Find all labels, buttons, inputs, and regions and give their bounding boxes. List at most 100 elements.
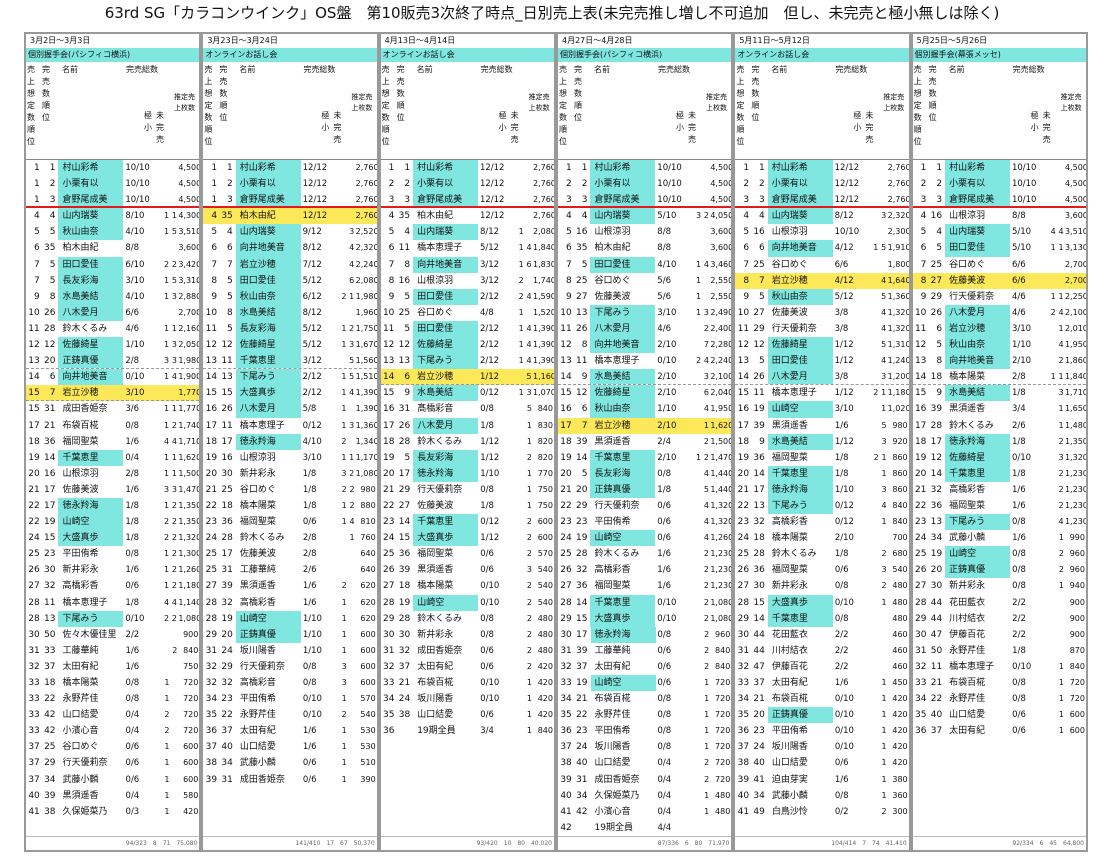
header-sold-total: 完売総数	[657, 65, 690, 74]
header-sales-rank: 売上想定数順位	[204, 65, 213, 146]
tiny-count	[517, 160, 525, 176]
member-name: 岩立沙穂	[590, 417, 656, 434]
estimated-sales: 2,760	[355, 195, 379, 205]
sellout-rank: 1	[404, 163, 411, 173]
sellout-rank: 13	[575, 307, 588, 318]
table-row: 34 21 布袋百椛 0/10 1 420	[735, 691, 908, 707]
sellout-rank: 11	[221, 420, 233, 431]
sales-rank: 42	[560, 822, 572, 833]
estimated-sales: 2,760	[532, 163, 556, 172]
unsold-count: 5	[526, 372, 532, 382]
sales-rank: 27	[560, 581, 572, 592]
unsold-count: 1	[703, 420, 709, 430]
tiny-count	[872, 482, 880, 498]
sales-rank: 1	[34, 179, 40, 190]
sellout-rank: 2	[404, 179, 411, 190]
estimated-sales: 1,320	[710, 517, 734, 527]
unsold-count	[348, 659, 356, 675]
sales-rank: 2	[743, 179, 750, 190]
sales-table: 4月13日～4月14日 オンラインお話し会 売上想定数順位 完売数順位 名前 完売総数 極小…	[378, 32, 556, 852]
sales-rank: 21	[28, 484, 40, 495]
unsold-count: 2	[349, 484, 355, 494]
sales-rank: 38	[737, 758, 750, 769]
sold-count: 12/12	[302, 179, 328, 190]
member-name: 平田侑希	[594, 517, 631, 528]
table-row: 15 7 岩立沙穂 3/10 1,770	[26, 385, 200, 402]
estimated-sales: 940	[1069, 581, 1085, 591]
member-name: 橋本陽菜	[417, 581, 454, 592]
unsold-count	[702, 240, 710, 256]
sold-count: 0/4	[125, 710, 140, 721]
sellout-rank: 7	[581, 420, 588, 431]
unsold-count: 2	[1058, 436, 1064, 446]
sellout-rank: 15	[44, 533, 56, 544]
estimated-sales: 3,420	[178, 259, 202, 269]
sellout-rank: 22	[44, 694, 56, 705]
member-name: 佐藤美波	[417, 500, 454, 511]
sellout-rank: 17	[221, 436, 233, 447]
sold-count: 3/12	[302, 356, 322, 367]
tiny-count: 1	[341, 774, 347, 784]
member-name: 佐藤綺星	[413, 337, 478, 354]
sold-count: 12/12	[479, 179, 505, 190]
sales-rank: 28	[28, 613, 40, 624]
unsold-count: 2	[526, 597, 532, 607]
sales-rank: 24	[737, 533, 750, 544]
sales-rank: 27	[914, 581, 927, 592]
member-name: 岩立沙穂	[413, 369, 478, 385]
sellout-rank: 5	[759, 291, 765, 302]
table-row: 21 32 高橋彩香 1/6 2 1,230	[913, 482, 1086, 498]
member-name: 永野芹佳	[949, 645, 986, 656]
unsold-count	[1057, 192, 1065, 206]
sold-count: 2/12	[302, 388, 322, 399]
member-name: 山内瑞葵	[58, 208, 124, 225]
header-tiny: 極小	[853, 111, 862, 132]
sold-count: 2/6	[302, 565, 317, 576]
estimated-sales: 2,250	[1064, 291, 1088, 301]
sellout-rank: 5	[227, 323, 233, 334]
sales-rank: 31	[914, 645, 927, 656]
sellout-rank: 40	[930, 710, 943, 721]
tiny-count	[1050, 675, 1058, 691]
sold-count: 3/8	[834, 307, 849, 318]
sellout-rank: 29	[398, 484, 411, 495]
table-row: 29 15 大盛真歩 0/10 2 1,080	[558, 610, 731, 627]
sellout-rank: 25	[44, 742, 56, 753]
member-name: 倉野尾成美	[413, 192, 478, 207]
unsold-count: 1	[526, 500, 532, 510]
estimated-sales: 540	[537, 565, 553, 575]
sellout-rank: 35	[44, 243, 56, 254]
table-row: 40 34 武藤小麟 0/8 1 360	[735, 788, 908, 804]
sold-count: 0/8	[1012, 549, 1026, 560]
sold-count: 0/6	[302, 517, 317, 528]
table-row: 14 6 向井地美音 0/10 1 4 1,900	[26, 369, 199, 386]
estimated-sales: 1,390	[532, 356, 556, 366]
unsold-count: 1	[1058, 372, 1064, 382]
sellout-rank: 6	[936, 323, 943, 334]
tiny-count: 1	[695, 452, 702, 462]
sellout-rank: 11	[930, 661, 943, 672]
sellout-rank: 26	[753, 372, 765, 383]
sellout-rank: 23	[44, 549, 56, 560]
tiny-count	[695, 176, 703, 192]
tiny-count	[872, 530, 880, 546]
table-row: 6 35 柏木由紀 8/8 3,600	[26, 240, 199, 256]
tiny-count	[695, 530, 703, 546]
sellout-rank: 5	[581, 468, 588, 479]
member-name: 谷口めぐ	[594, 275, 631, 286]
sold-count: 4/10	[125, 227, 145, 238]
sellout-rank: 20	[575, 484, 588, 495]
unsold-count: 2	[171, 500, 177, 510]
estimated-sales: 810	[360, 517, 376, 527]
sold-count: 1/8	[125, 517, 139, 528]
sellout-rank: 31	[398, 404, 411, 415]
sellout-rank: 37	[753, 678, 765, 688]
estimated-sales: 600	[537, 517, 553, 527]
table-row: 31 50 永野芹佳 1/8 870	[913, 643, 1086, 659]
member-name: 迫由芽実	[771, 774, 808, 785]
sold-count: 1/6	[1012, 533, 1026, 544]
unsold-count	[348, 578, 356, 594]
table-row: 32 37 太田有紀 1/6 750	[26, 659, 199, 675]
sold-count: 1/8	[125, 533, 139, 544]
unsold-count	[348, 643, 356, 659]
